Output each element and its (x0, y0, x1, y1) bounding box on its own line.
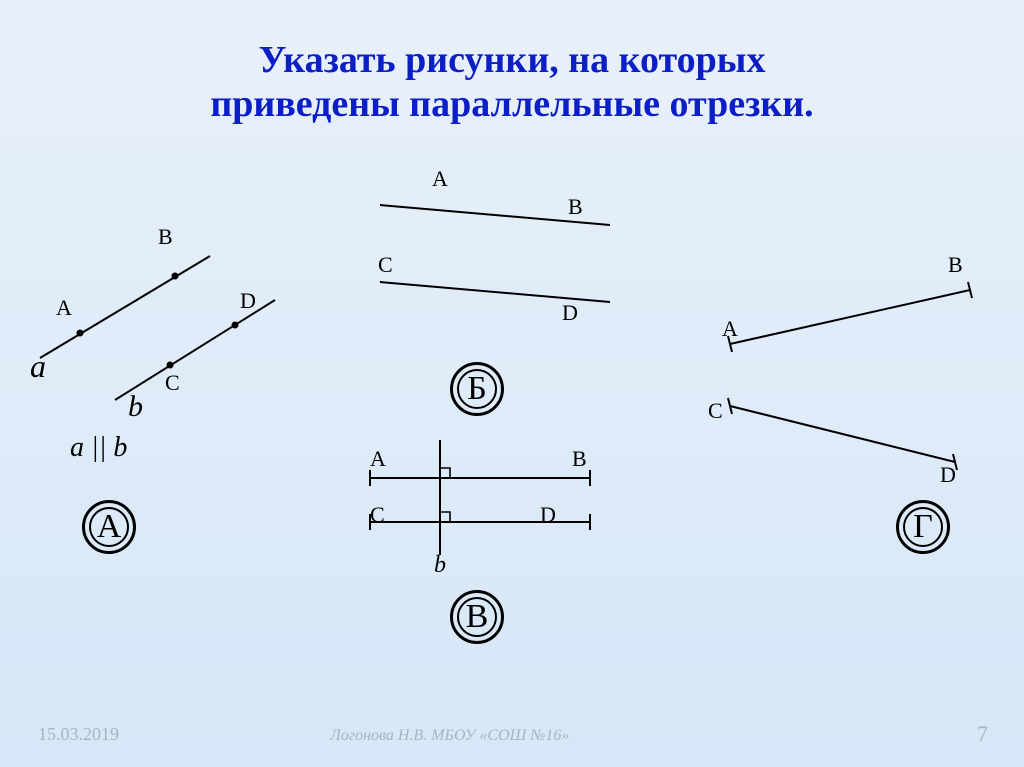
badge-g: Г (896, 500, 950, 554)
footer-page: 7 (977, 721, 988, 747)
footer-author: Логонова Н.В. МБОУ «СОШ №16» (330, 727, 569, 745)
fig-v-italic-b: b (434, 552, 446, 579)
fig-g-b: B (948, 252, 963, 278)
fig-g-d: D (940, 462, 956, 488)
badge-v: В (450, 590, 504, 644)
fig-g-a: A (722, 316, 738, 342)
badge-g-text: Г (913, 508, 933, 546)
figure-g (0, 0, 1000, 520)
badge-v-text: В (466, 598, 489, 636)
footer-date: 15.03.2019 (38, 724, 119, 745)
fig-g-c: C (708, 398, 723, 424)
